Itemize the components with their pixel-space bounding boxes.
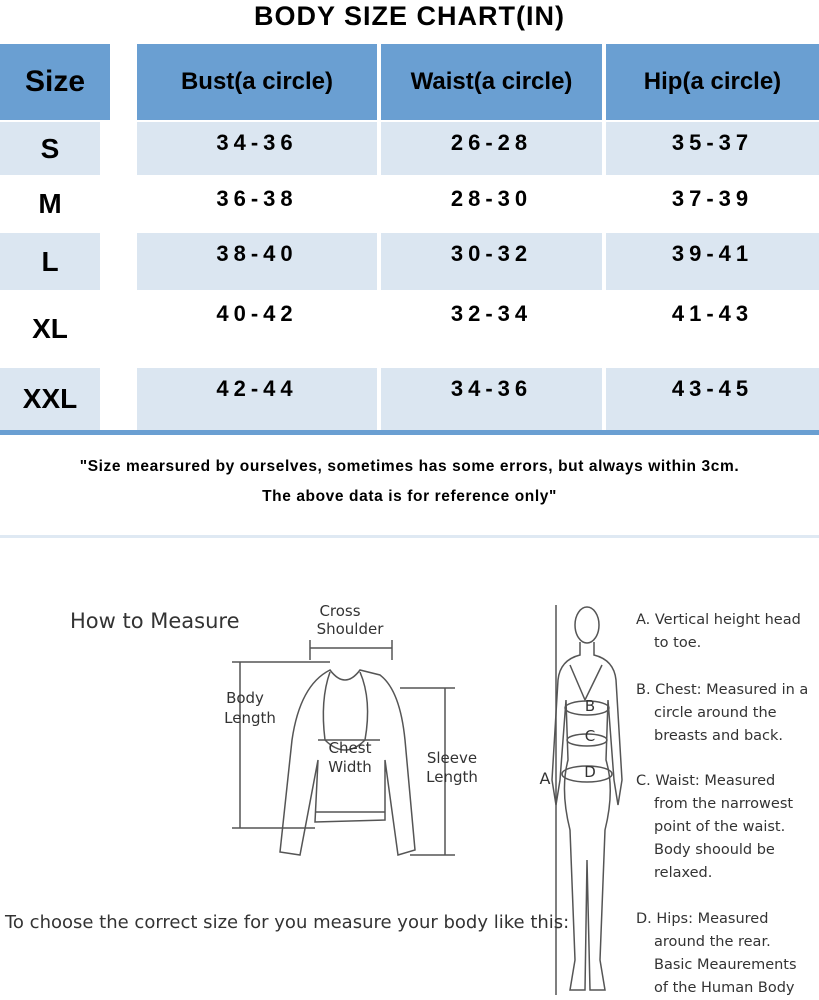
legend-line: B. Chest: Measured in a (636, 682, 808, 698)
garment-label: Chest (329, 739, 372, 757)
legend-line: around the rear. (654, 934, 771, 950)
measurement: 26-28 (381, 122, 602, 175)
legend-line: Basic Meaurements (654, 957, 797, 973)
legend-line: D. Hips: Measured (636, 911, 768, 927)
legend-line: from the narrowest (654, 796, 793, 812)
measurement: 37-39 (606, 178, 819, 230)
measurement: 40-42 (137, 293, 377, 365)
body-letter: A (540, 769, 551, 788)
column-header: Size (0, 44, 110, 120)
legend-line: C. Waist: Measured (636, 773, 775, 789)
garment-label: Cross (319, 602, 360, 620)
legend: A. Vertical height head to toe. B. Chest: … (636, 612, 808, 996)
instruction: To choose the correct size for you measu… (4, 912, 569, 933)
body-letter: B (585, 697, 595, 715)
legend-line: breasts and back. (654, 728, 783, 744)
measure-heading: How to Measure (70, 609, 240, 633)
measurement: 42-44 (137, 368, 377, 430)
column-header: Waist(a circle) (381, 44, 602, 120)
measurement: 34-36 (137, 122, 377, 175)
measurement: 30-32 (381, 233, 602, 290)
garment-label: Length (426, 768, 478, 786)
garment-drawing (232, 640, 455, 856)
garment-label: Length (224, 709, 276, 727)
table-border (0, 430, 819, 435)
garment-label: Shoulder (317, 620, 385, 638)
size-label: M (0, 178, 100, 230)
measurement: 35-37 (606, 122, 819, 175)
garment-label: Width (328, 758, 372, 776)
garment-label: Body (226, 689, 264, 707)
legend-line: Body shoould be (654, 842, 775, 858)
measurement: 32-34 (381, 293, 602, 365)
measurement: 36-38 (137, 178, 377, 230)
separator (0, 535, 819, 538)
note-line: The above data is for reference only" (262, 488, 557, 505)
body-drawing (551, 605, 623, 995)
column-header: Hip(a circle) (606, 44, 819, 120)
note-line: "Size mearsured by ourselves, sometimes … (79, 458, 740, 475)
legend-line: circle around the (654, 705, 777, 721)
legend-line: point of the waist. (654, 819, 785, 835)
legend-line: of the Human Body (654, 980, 795, 996)
measurement: 43-45 (606, 368, 819, 430)
garment-label: Sleeve (427, 749, 477, 767)
size-label: XXL (0, 368, 100, 430)
legend-line: to toe. (654, 635, 701, 651)
column-header: Bust(a circle) (137, 44, 377, 120)
legend-line: relaxed. (654, 865, 712, 881)
measurement: 28-30 (381, 178, 602, 230)
size-label: S (0, 122, 100, 175)
measurement: 41-43 (606, 293, 819, 365)
legend-line: A. Vertical height head (636, 612, 801, 628)
body-letter: D (584, 763, 596, 781)
size-label: XL (0, 293, 100, 365)
measurement: 34-36 (381, 368, 602, 430)
measurement: 39-41 (606, 233, 819, 290)
measurement: 38-40 (137, 233, 377, 290)
title: BODY SIZE CHART(IN) (253, 1, 565, 31)
size-label: L (0, 233, 100, 290)
body-letter: C (585, 727, 595, 745)
